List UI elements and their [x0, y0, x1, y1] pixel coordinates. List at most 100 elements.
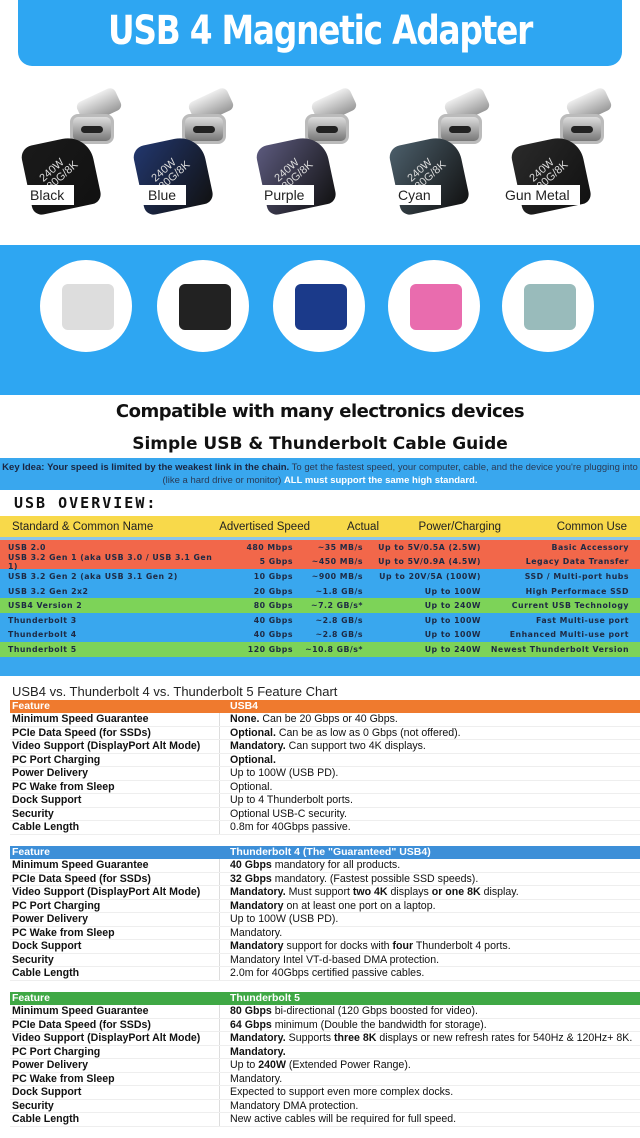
feature-row: Dock Support Expected to support even mor… — [10, 1086, 640, 1100]
feature-section: Feature Thunderbolt 4 (The "Guaranteed" U… — [10, 846, 640, 981]
table-cell: 40 Gbps — [253, 615, 293, 625]
feature-value-bold: 32 Gbps — [230, 872, 272, 885]
feature-value-text: Can support two 4K displays. — [285, 740, 426, 752]
tablet-icon — [410, 284, 462, 330]
feature-name: Power Delivery — [10, 913, 220, 926]
feature-value-text: on at least one port on a laptop. — [283, 899, 436, 912]
table-cell: 480 Mbps — [246, 542, 293, 552]
feature-value-bold: Mandatory — [230, 899, 284, 912]
feature-row: PCIe Data Speed (for SSDs) 64 Gbps minimu… — [10, 1018, 640, 1032]
feature-row: Dock Support Up to 4 Thunderbolt ports. — [10, 794, 640, 808]
feature-value: Optional. Can be as low as 0 Gbps (not o… — [220, 727, 640, 740]
feature-name: PCIe Data Speed (for SSDs) — [10, 726, 220, 739]
column-header: Power/Charging — [418, 520, 501, 533]
feature-name: Video Support (DisplayPort Alt Mode) — [10, 886, 220, 899]
table-cell: Current USB Technology — [511, 601, 629, 611]
feature-row: PC Wake from Sleep Mandatory. — [10, 1072, 640, 1086]
feature-name: Video Support (DisplayPort Alt Mode) — [10, 740, 220, 753]
table-cell: Up to 100W — [424, 615, 481, 625]
feature-value: Up to 100W (USB PD). — [220, 767, 640, 780]
feature-value-text: Mandatory. — [230, 1072, 283, 1085]
feature-value-bold: None. — [230, 713, 260, 725]
feature-row: Cable Length New active cables will be re… — [10, 1113, 640, 1127]
feature-name: Power Delivery — [10, 767, 220, 780]
smart-tv-icon — [295, 284, 347, 330]
feature-header-standard: Thunderbolt 5 — [230, 992, 300, 1004]
feature-value: 40 Gbps mandatory for all products. — [220, 859, 640, 872]
feature-row: Cable Length 2.0m for 40Gbps certified pa… — [10, 967, 640, 981]
feature-value-bold: three 8K — [334, 1032, 377, 1044]
feature-value: Mandatory. — [220, 1046, 640, 1059]
feature-value: Up to 4 Thunderbolt ports. — [220, 794, 640, 807]
column-header: Actual — [347, 520, 379, 533]
feature-value-bold: two 4K — [352, 886, 388, 898]
feature-row: PC Port Charging Mandatory. — [10, 1045, 640, 1059]
table-cell: High Performace SSD — [525, 586, 629, 596]
table-cell: ~450 MB/s — [311, 557, 363, 567]
feature-name: Security — [10, 807, 220, 820]
table-cell: Up to 240W — [424, 644, 481, 654]
smart-tv-image — [273, 260, 365, 352]
feature-name: PC Port Charging — [10, 899, 220, 912]
product-black: 240W 80G/8K — [10, 80, 130, 240]
feature-value-bold: Optional. — [230, 753, 276, 766]
feature-name: Cable Length — [10, 821, 220, 834]
table-cell: 5 Gbps — [259, 557, 293, 567]
table-cell: ~1.8 GB/s — [315, 586, 363, 596]
table-cell: ~900 MB/s — [311, 571, 363, 581]
feature-value: None. Can be 20 Gbps or 40 Gbps. — [220, 713, 640, 726]
table-cell: Legacy Data Transfer — [525, 557, 629, 567]
table-cell: Thunderbolt 3 — [8, 615, 77, 625]
feature-row: Video Support (DisplayPort Alt Mode) Mand… — [10, 886, 640, 900]
feature-value-text: 0.8m for 40Gbps passive. — [230, 821, 351, 833]
feature-value: 64 Gbps minimum (Double the bandwidth fo… — [220, 1019, 640, 1032]
feature-value-bold: 40 Gbps — [230, 859, 272, 871]
table-cell: Basic Accessory — [551, 542, 629, 552]
product-blue: 240W 80G/8K — [122, 80, 242, 240]
feature-value: Optional. — [220, 781, 640, 794]
table-cell: 120 Gbps — [247, 644, 293, 654]
feature-value: Mandatory DMA protection. — [220, 1100, 640, 1113]
feature-value: 2.0m for 40Gbps certified passive cables… — [220, 967, 640, 980]
table-row: USB 3.2 Gen 1 (aka USB 3.0 / USB 3.1 Gen… — [0, 553, 640, 571]
feature-row: Minimum Speed Guarantee 40 Gbps mandatory… — [10, 859, 640, 873]
feature-value: 80 Gbps bi-directional (120 Gbps boosted… — [220, 1005, 640, 1018]
table-cell: Enhanced Multi-use port — [509, 630, 629, 640]
feature-value-bold: 240W — [258, 1059, 286, 1071]
feature-value-bold: Optional. — [230, 726, 276, 739]
feature-value: Mandatory. Can support two 4K displays. — [220, 740, 640, 753]
feature-value: New active cables will be required for f… — [220, 1113, 640, 1126]
feature-value: Mandatory. — [220, 1073, 640, 1086]
feature-value-bold: 64 Gbps — [230, 1018, 272, 1031]
laptop-image — [502, 260, 594, 352]
feature-value-text: New active cables will be required for f… — [230, 1113, 457, 1125]
feature-value-text: Expected to support even more complex do… — [230, 1086, 454, 1098]
table-cell: USB4 Version 2 — [8, 601, 83, 611]
feature-name: Video Support (DisplayPort Alt Mode) — [10, 1032, 220, 1045]
feature-value-bold: Mandatory. — [230, 740, 286, 752]
feature-name: PC Port Charging — [10, 1045, 220, 1058]
table-row: Thunderbolt 5 120 Gbps ~10.8 GB/s* Up to 24… — [0, 642, 640, 657]
feature-value: Optional USB-C security. — [220, 808, 640, 821]
column-header: Common Use — [556, 520, 627, 533]
feature-name: Cable Length — [10, 967, 220, 980]
key-idea-highlight: ALL must support the same high standard. — [283, 475, 478, 486]
table-row: USB 3.2 Gen 2 (aka USB 3.1 Gen 2) 10 Gbps… — [0, 569, 640, 584]
compatible-devices-band — [0, 245, 640, 395]
title-banner: USB 4 Magnetic Adapter — [18, 0, 622, 66]
table-cell: Newest Thunderbolt Version — [490, 644, 629, 654]
key-idea: Key Idea: Your speed is limited by the w… — [0, 458, 640, 490]
tablet-image — [388, 260, 480, 352]
feature-value-text: Up to 4 Thunderbolt ports. — [230, 794, 353, 806]
feature-value: Up to 240W (Extended Power Range). — [220, 1059, 640, 1072]
column-header: Advertised Speed — [219, 520, 310, 533]
table-cell: ~35 MB/s — [317, 542, 363, 552]
table-cell: ~2.8 GB/s — [315, 615, 363, 625]
feature-name: Minimum Speed Guarantee — [10, 1005, 220, 1018]
feature-row: PC Port Charging Mandatory on at least on… — [10, 899, 640, 913]
color-label: Purple — [254, 185, 315, 205]
feature-value-text: bi-directional (120 Gbps boosted for vid… — [271, 1005, 478, 1017]
feature-row: Security Mandatory DMA protection. — [10, 1099, 640, 1113]
feature-name: PCIe Data Speed (for SSDs) — [10, 1018, 220, 1031]
feature-value-text: Mandatory Intel VT-d-based DMA protectio… — [230, 953, 440, 966]
